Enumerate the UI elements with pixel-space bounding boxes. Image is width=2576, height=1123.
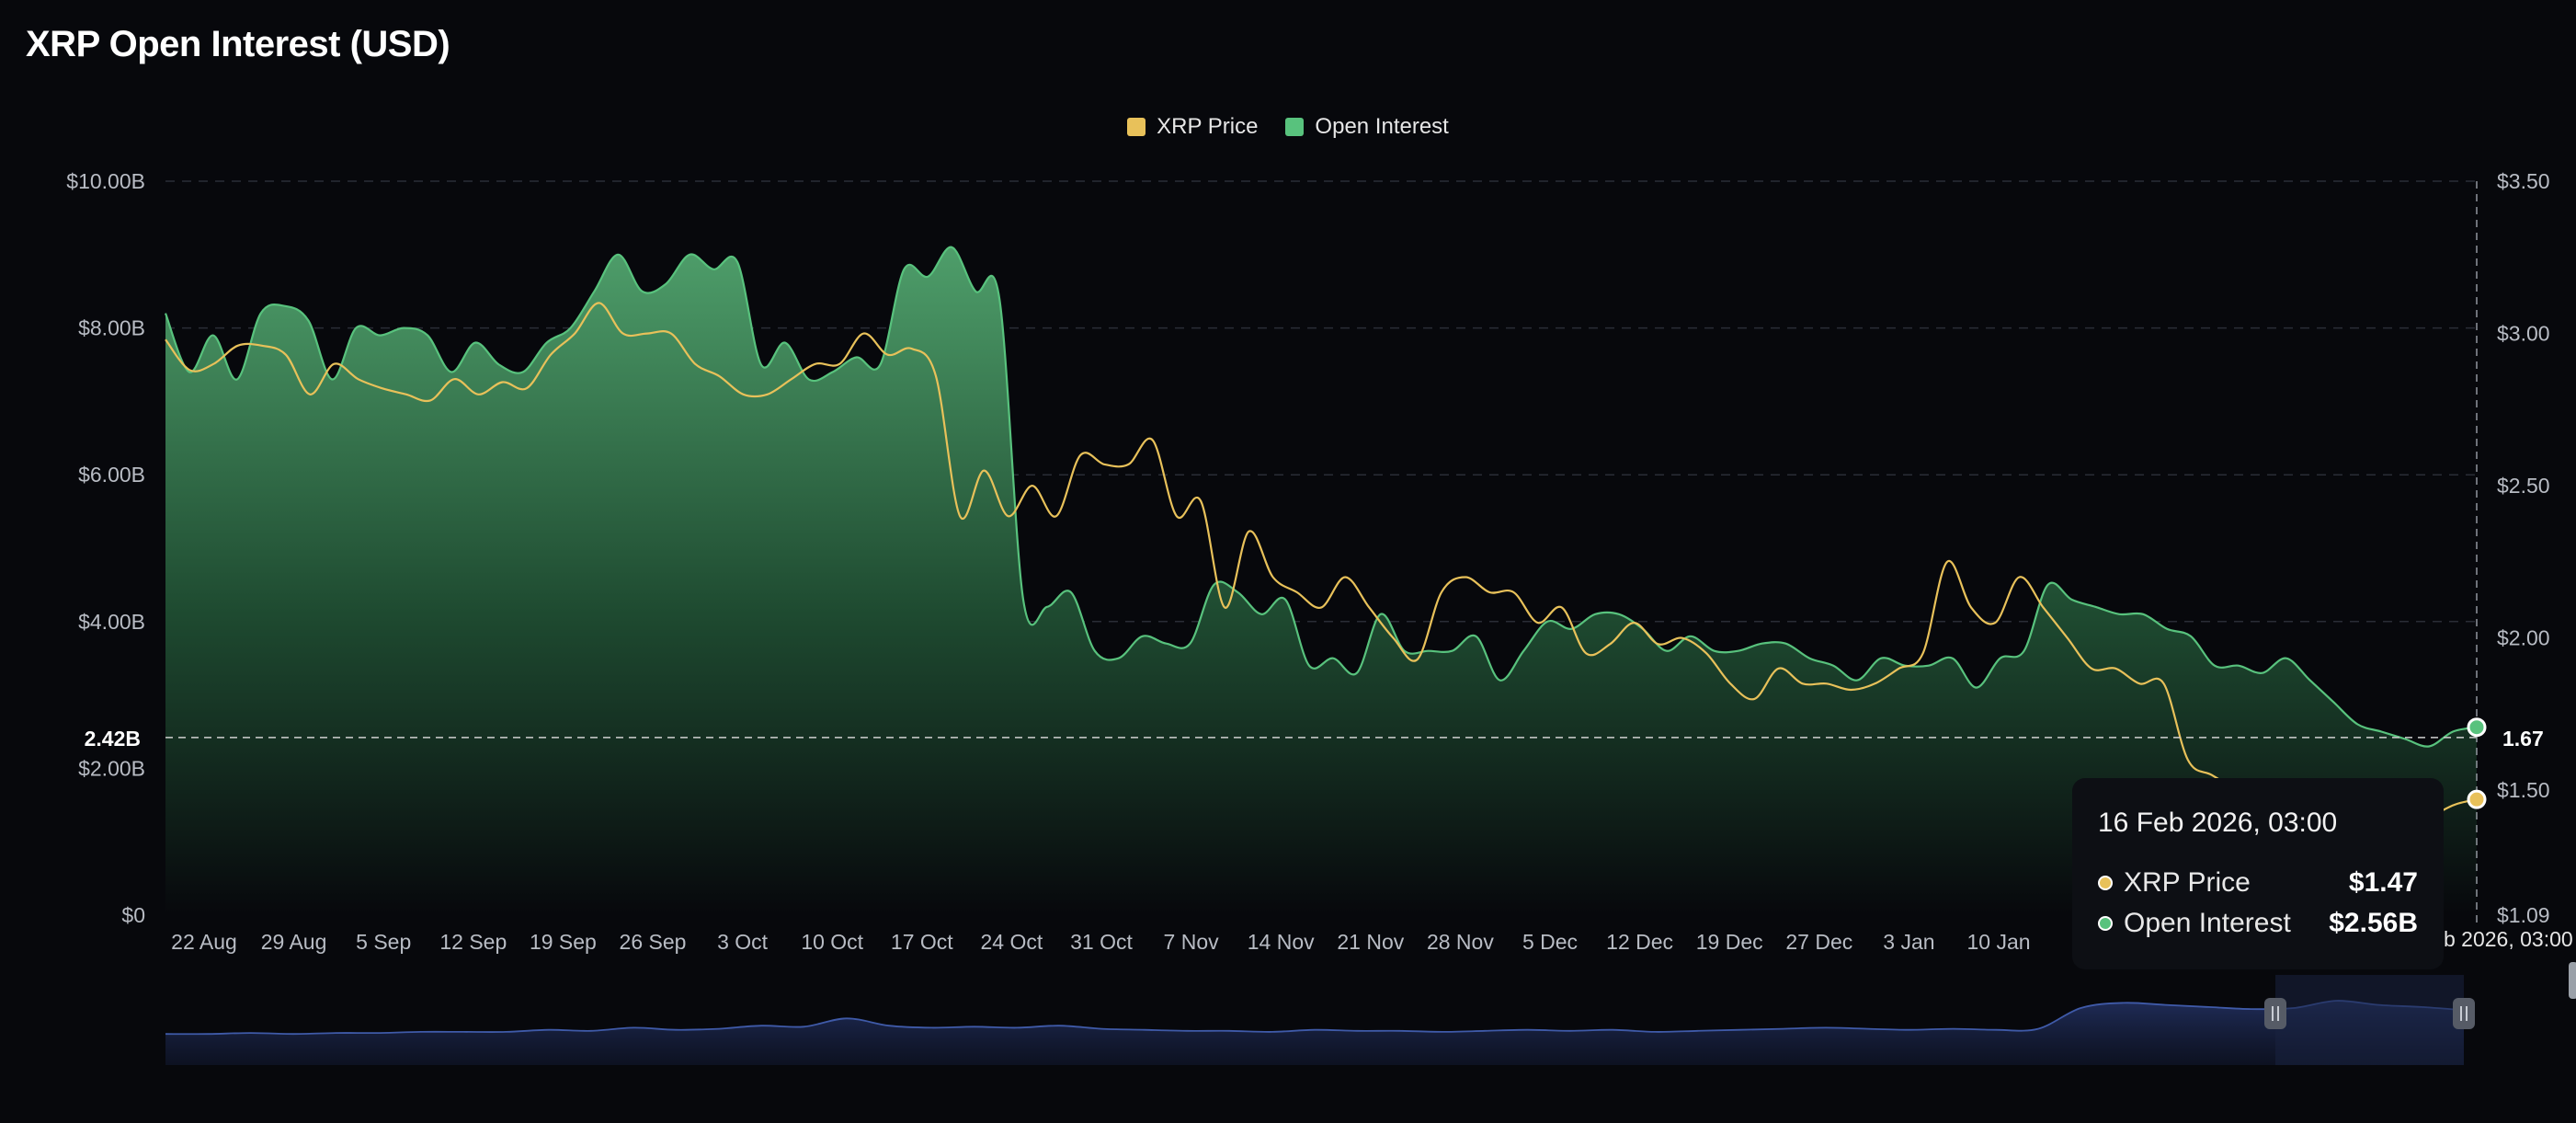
navigator-handle-right[interactable] bbox=[2453, 998, 2475, 1029]
y-left-tick-label: $8.00B bbox=[78, 316, 145, 340]
navigator-handle-left[interactable] bbox=[2264, 998, 2286, 1029]
xrp-price-line bbox=[165, 302, 2478, 900]
navigator bbox=[165, 975, 2475, 1065]
navigator-handle-body bbox=[2264, 998, 2286, 1029]
x-tick-label: 17 Oct bbox=[891, 930, 953, 954]
y-axis-left: $0 $2.00B $4.00B $6.00B $8.00B $10.00B bbox=[66, 169, 145, 927]
tooltip-dot-price bbox=[2098, 876, 2113, 890]
y-right-tick-label: $3.50 bbox=[2497, 169, 2550, 193]
x-tick-label: 31 Oct bbox=[1070, 930, 1133, 954]
open-interest-area bbox=[165, 246, 2477, 915]
y-left-tick-label: $2.00B bbox=[78, 756, 145, 780]
navigator-line bbox=[165, 1000, 2465, 1036]
x-tick-label: 10 Oct bbox=[801, 930, 863, 954]
x-tick-label: 22 Aug bbox=[171, 930, 237, 954]
crosshair: 2.42B 1.67 bbox=[85, 181, 2544, 924]
crosshair-right-label: 1.67 bbox=[2502, 727, 2544, 751]
crosshair-left-label: 2.42B bbox=[85, 727, 141, 751]
x-tick-label: 19 Dec bbox=[1696, 930, 1763, 954]
tooltip-dot-open-interest bbox=[2098, 916, 2113, 931]
x-tick-label: 5 Sep bbox=[356, 930, 411, 954]
x-tick-label: 24 Oct bbox=[981, 930, 1043, 954]
legend-item-open-interest[interactable]: Open Interest bbox=[1285, 114, 1449, 140]
tooltip-value-open-interest: $2.56B bbox=[2329, 908, 2418, 938]
crosshair-point-open-interest bbox=[2467, 717, 2487, 738]
y-right-tick-label: $3.00 bbox=[2497, 322, 2550, 346]
x-tick-label: 10 Jan bbox=[1966, 930, 2030, 954]
x-tick-label: 5 Dec bbox=[1522, 930, 1578, 954]
navigator-handle-body bbox=[2453, 998, 2475, 1029]
y-right-tick-label: $1.09 bbox=[2497, 903, 2550, 927]
y-right-tick-label: $2.00 bbox=[2497, 626, 2550, 650]
legend-swatch-price bbox=[1127, 118, 1146, 136]
y-left-tick-label: $10.00B bbox=[66, 169, 145, 193]
x-tick-label: 14 Nov bbox=[1248, 930, 1315, 954]
legend-swatch-open-interest bbox=[1285, 118, 1305, 136]
x-tick-label: 28 Nov bbox=[1427, 930, 1494, 954]
legend-label-price: XRP Price bbox=[1157, 114, 1259, 139]
crosshair-date-label: b 2026, 03:00 bbox=[2444, 927, 2573, 951]
tooltip: 16 Feb 2026, 03:00 XRP Price $1.47 Open … bbox=[2072, 778, 2444, 969]
scrollbar-handle[interactable] bbox=[2569, 962, 2576, 999]
x-tick-label: 19 Sep bbox=[530, 930, 597, 954]
x-tick-label: 26 Sep bbox=[620, 930, 687, 954]
x-axis: 22 Aug 29 Aug 5 Sep 12 Sep 19 Sep 26 Sep 3 Oct… bbox=[171, 930, 2094, 954]
y-left-tick-label: $4.00B bbox=[78, 610, 145, 634]
legend-item-price[interactable]: XRP Price bbox=[1127, 114, 1258, 140]
navigator-area bbox=[165, 1001, 2464, 1065]
legend: XRP Price Open Interest bbox=[0, 114, 2576, 140]
y-left-tick-label: $0 bbox=[121, 903, 145, 927]
chart-title: XRP Open Interest (USD) bbox=[26, 24, 450, 64]
legend-label-open-interest: Open Interest bbox=[1315, 114, 1449, 139]
y-axis-right: $1.09 $1.50 $2.00 $2.50 $3.00 $3.50 bbox=[2497, 169, 2550, 927]
x-tick-label: 21 Nov bbox=[1337, 930, 1404, 954]
y-left-tick-label: $6.00B bbox=[78, 463, 145, 487]
x-tick-label: 3 Oct bbox=[717, 930, 769, 954]
tooltip-row-open-interest: Open Interest $2.56B bbox=[2098, 903, 2418, 944]
tooltip-label-open-interest: Open Interest bbox=[2124, 908, 2291, 938]
tooltip-date: 16 Feb 2026, 03:00 bbox=[2098, 808, 2338, 838]
x-tick-label: 27 Dec bbox=[1785, 930, 1852, 954]
open-interest-line bbox=[164, 246, 2478, 748]
x-tick-label: 29 Aug bbox=[261, 930, 327, 954]
crosshair-point-price bbox=[2467, 789, 2487, 809]
tooltip-label-price: XRP Price bbox=[2124, 867, 2251, 898]
x-tick-label: 12 Dec bbox=[1606, 930, 1673, 954]
x-tick-label: 7 Nov bbox=[1164, 930, 1220, 954]
tooltip-row-price: XRP Price $1.47 bbox=[2098, 863, 2418, 903]
x-tick-label: 3 Jan bbox=[1883, 930, 1934, 954]
tooltip-value-price: $1.47 bbox=[2348, 867, 2418, 898]
x-tick-label: 12 Sep bbox=[439, 930, 507, 954]
y-right-tick-label: $2.50 bbox=[2497, 474, 2550, 498]
navigator-selection bbox=[2275, 975, 2464, 1065]
y-right-tick-label: $1.50 bbox=[2497, 778, 2550, 802]
